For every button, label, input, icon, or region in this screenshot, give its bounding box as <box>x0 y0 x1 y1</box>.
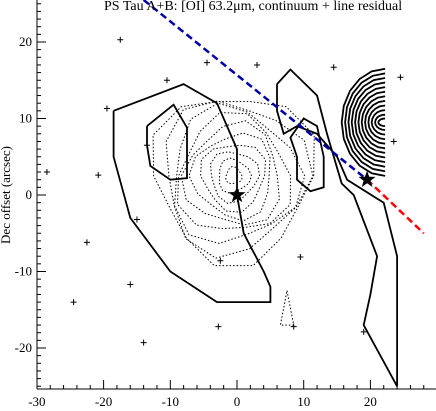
dotted-contour <box>218 157 253 194</box>
y-axis-label: Dec offset (arcsec) <box>0 146 13 244</box>
solid-contour <box>350 81 386 163</box>
plus-marker <box>127 281 134 288</box>
x-tick-label: -30 <box>28 394 45 409</box>
x-tick-label: 0 <box>234 394 241 409</box>
plus-marker <box>163 77 170 84</box>
dotted-contour <box>165 100 314 259</box>
solid-contour <box>354 86 386 159</box>
y-tick-label: 20 <box>19 34 32 49</box>
plus-marker <box>83 239 90 246</box>
y-tick-label: -10 <box>15 264 32 279</box>
plus-marker <box>203 59 210 66</box>
plus-marker <box>254 61 261 68</box>
y-tick-label: -20 <box>15 340 32 355</box>
x-tick-label: 20 <box>364 394 377 409</box>
x-tick-label: -10 <box>162 394 179 409</box>
solid-contour <box>146 103 188 181</box>
dotted-contour <box>225 166 243 185</box>
solid-contour <box>112 83 272 304</box>
solid-contour <box>360 95 386 150</box>
dotted-contour <box>174 102 306 244</box>
x-tick-label: 10 <box>297 394 310 409</box>
solid-contour <box>289 117 325 193</box>
plus-marker <box>290 323 297 330</box>
red-dashed-line <box>366 178 425 235</box>
plus-marker <box>217 257 224 264</box>
dotted-contour <box>200 144 267 213</box>
dotted-contour <box>180 120 280 226</box>
slit-lines <box>142 0 425 235</box>
chart-title: PS Tau A+B: [OI] 63.2μm, continuum + lin… <box>104 0 402 14</box>
plus-marker <box>360 328 367 335</box>
solid-contour <box>367 104 386 141</box>
plus-marker <box>330 64 337 71</box>
plus-marker <box>140 339 147 346</box>
star-marker <box>228 186 246 203</box>
dotted-contour <box>188 132 271 222</box>
solid-contour <box>344 72 386 173</box>
solid-contour <box>370 109 386 136</box>
solid-contours <box>112 67 399 387</box>
dotted-contour <box>152 101 315 267</box>
solid-contour <box>364 100 386 145</box>
plus-marker <box>215 323 222 330</box>
plus-marker <box>117 36 124 43</box>
plus-marker <box>143 142 150 149</box>
star-marker <box>358 170 376 187</box>
y-tick-label: 0 <box>26 187 33 202</box>
plus-marker <box>95 172 102 179</box>
dotted-contour <box>279 290 295 326</box>
ticks: -30 -20 -10 0 10 20 -20 -10 0 10 20 <box>15 3 425 409</box>
plus-marker <box>103 105 110 112</box>
solid-contour <box>347 77 386 168</box>
dotted-contours <box>152 100 315 326</box>
star-markers <box>228 170 376 203</box>
solid-contour <box>340 67 386 177</box>
plus-marker <box>70 299 77 306</box>
plus-marker <box>397 74 404 81</box>
plus-marker <box>133 216 140 223</box>
plus-markers <box>43 36 404 346</box>
x-tick-label: -20 <box>95 394 112 409</box>
blue-dashed-line <box>142 0 368 181</box>
plus-marker <box>390 138 397 145</box>
plus-marker <box>43 169 50 176</box>
solid-contour <box>357 90 386 154</box>
solid-contour <box>374 113 386 131</box>
solid-contour <box>377 117 386 127</box>
plus-marker <box>297 253 304 260</box>
y-tick-label: 10 <box>19 111 32 126</box>
